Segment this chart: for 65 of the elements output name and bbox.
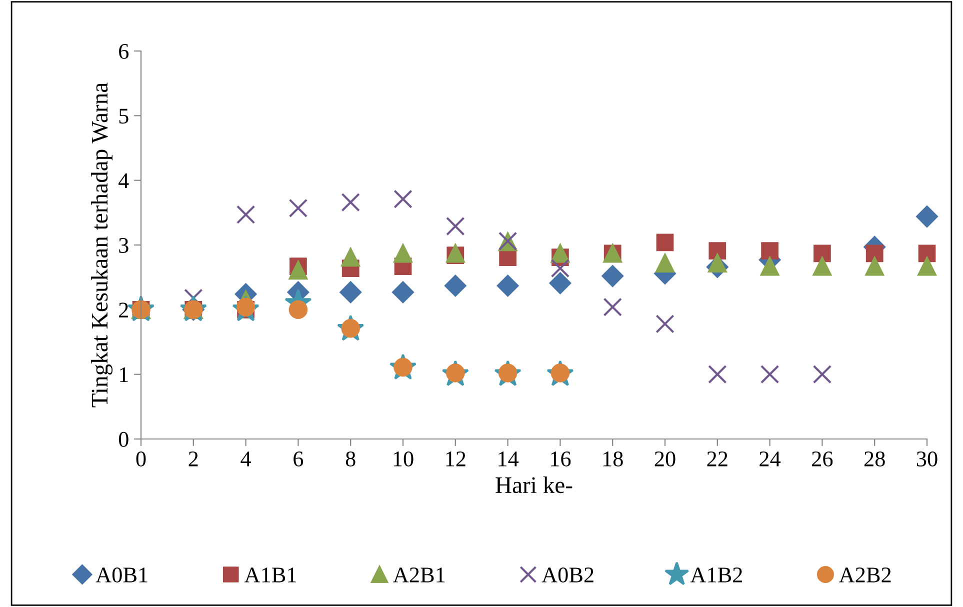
point bbox=[656, 254, 674, 272]
y-axis-title: Tingkat Kesukaan terhadap Warna bbox=[91, 82, 113, 408]
point bbox=[288, 260, 308, 280]
x-tick-label: 4 bbox=[240, 452, 252, 466]
legend-label: A2B2 bbox=[839, 568, 891, 582]
point bbox=[865, 256, 884, 276]
x-tick-label: 10 bbox=[394, 451, 414, 466]
x-tick-label: 14 bbox=[498, 452, 519, 466]
point bbox=[656, 234, 674, 252]
legend-label: A0B1 bbox=[96, 567, 148, 582]
point bbox=[288, 198, 308, 218]
point bbox=[496, 274, 519, 297]
point bbox=[761, 242, 778, 260]
point bbox=[814, 244, 831, 262]
x-tick-label: 24 bbox=[760, 452, 781, 466]
point bbox=[708, 364, 727, 384]
point bbox=[760, 364, 780, 384]
y-tick-label: 6 bbox=[119, 44, 129, 59]
y-tick-label: 5 bbox=[119, 108, 128, 124]
y-tick-label: 3 bbox=[119, 238, 128, 253]
x-tick-label: 0 bbox=[136, 451, 146, 466]
point bbox=[812, 256, 832, 276]
point bbox=[236, 205, 256, 224]
legend-label: A1B2 bbox=[690, 568, 742, 582]
point bbox=[549, 272, 572, 294]
y-tick-label: 1 bbox=[120, 367, 128, 382]
y-tick-label: 4 bbox=[118, 173, 129, 188]
x-tick-label: 16 bbox=[551, 452, 571, 466]
point bbox=[341, 192, 360, 212]
x-axis-title: Hari ke- bbox=[496, 476, 572, 494]
point bbox=[708, 254, 727, 272]
x-tick-label: 28 bbox=[864, 451, 885, 466]
point bbox=[341, 248, 360, 267]
point bbox=[916, 206, 938, 228]
point bbox=[602, 265, 624, 287]
x-tick-label: 18 bbox=[603, 451, 623, 466]
point bbox=[392, 281, 414, 304]
x-tick-label: 8 bbox=[346, 451, 356, 466]
point bbox=[918, 256, 936, 276]
point bbox=[812, 364, 832, 384]
point bbox=[446, 216, 465, 236]
x-tick-label: 20 bbox=[654, 451, 676, 466]
point bbox=[550, 258, 570, 278]
legend-label: A1B1 bbox=[244, 568, 296, 582]
legend-label: A2B1 bbox=[393, 568, 445, 582]
point bbox=[394, 244, 412, 263]
x-tick-label: 22 bbox=[707, 452, 728, 466]
x-tick-label: 12 bbox=[446, 452, 466, 466]
point bbox=[550, 244, 570, 263]
point bbox=[340, 281, 362, 304]
x-tick-label: 2 bbox=[188, 452, 198, 466]
point bbox=[394, 190, 412, 208]
point bbox=[656, 314, 674, 334]
point bbox=[708, 242, 726, 260]
point bbox=[760, 256, 780, 276]
y-tick-label: 0 bbox=[118, 432, 128, 447]
point bbox=[444, 274, 466, 297]
x-tick-label: 26 bbox=[812, 452, 833, 466]
x-tick-label: 6 bbox=[294, 452, 304, 466]
point bbox=[603, 298, 622, 316]
legend-label: A0B2 bbox=[542, 567, 594, 582]
point bbox=[918, 244, 936, 262]
point bbox=[866, 244, 884, 262]
x-tick-label: 30 bbox=[916, 451, 938, 466]
y-tick-label: 2 bbox=[119, 302, 128, 318]
